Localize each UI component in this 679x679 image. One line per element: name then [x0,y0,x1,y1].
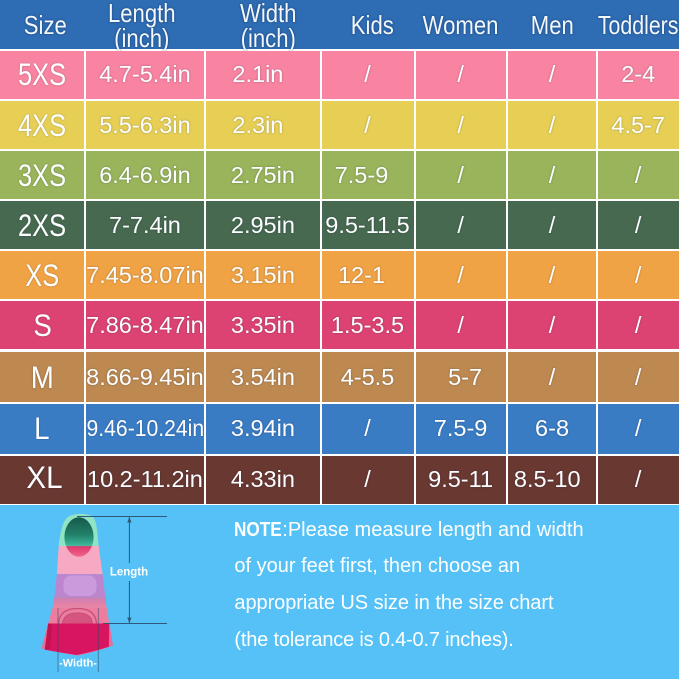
svg-text:-Width-: -Width- [59,658,97,670]
svg-text:Length: Length [110,567,148,579]
